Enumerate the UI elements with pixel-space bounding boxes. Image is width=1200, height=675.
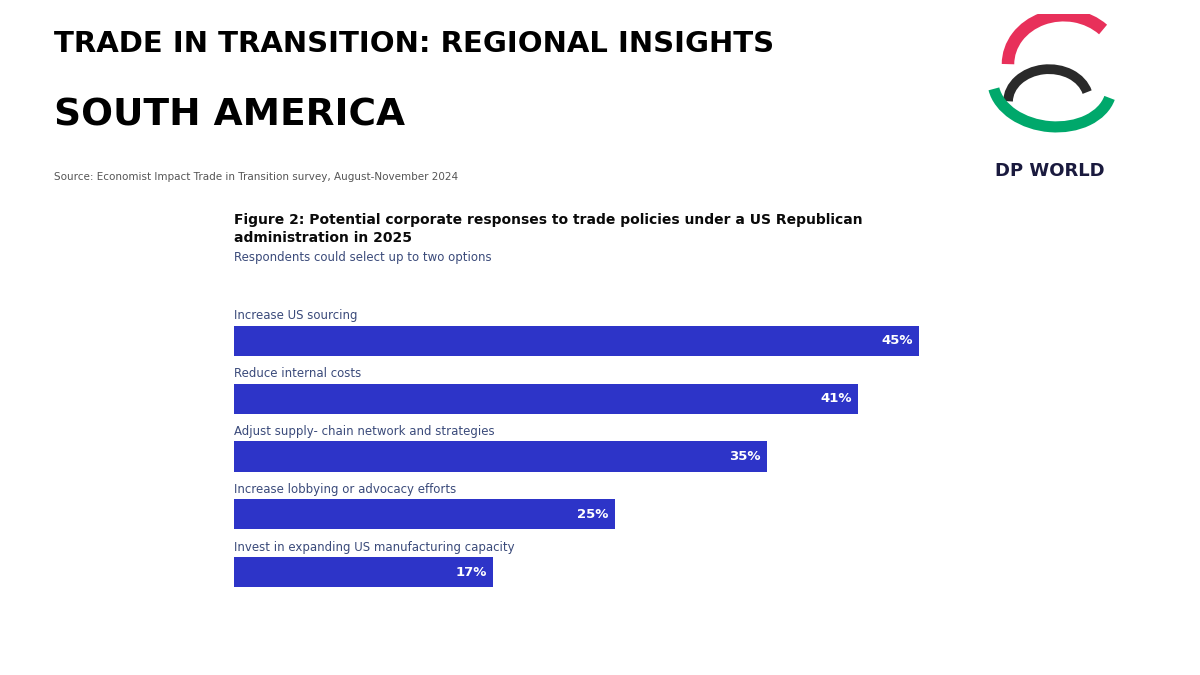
Bar: [234, 500, 614, 529]
Text: TRADE IN TRANSITION: REGIONAL INSIGHTS: TRADE IN TRANSITION: REGIONAL INSIGHTS: [54, 30, 774, 58]
Text: Invest in expanding US manufacturing capacity: Invest in expanding US manufacturing cap…: [234, 541, 515, 554]
Text: Respondents could select up to two options: Respondents could select up to two optio…: [234, 251, 492, 264]
Text: Source: Economist Impact Trade in Transition survey, August-November 2024: Source: Economist Impact Trade in Transi…: [54, 172, 458, 182]
Text: administration in 2025: administration in 2025: [234, 231, 412, 245]
Text: 45%: 45%: [882, 334, 913, 347]
Bar: [234, 558, 493, 587]
Bar: [234, 383, 858, 414]
Text: 35%: 35%: [730, 450, 761, 463]
Bar: [234, 441, 767, 472]
Text: 17%: 17%: [456, 566, 487, 578]
Text: Adjust supply- chain network and strategies: Adjust supply- chain network and strateg…: [234, 425, 494, 438]
Text: Reduce internal costs: Reduce internal costs: [234, 367, 361, 380]
Text: SOUTH AMERICA: SOUTH AMERICA: [54, 98, 406, 134]
Text: 41%: 41%: [821, 392, 852, 405]
Text: Increase lobbying or advocacy efforts: Increase lobbying or advocacy efforts: [234, 483, 456, 496]
Bar: [234, 325, 919, 356]
Text: Increase US sourcing: Increase US sourcing: [234, 309, 358, 322]
Text: Figure 2: Potential corporate responses to trade policies under a US Republican: Figure 2: Potential corporate responses …: [234, 213, 863, 227]
Text: 25%: 25%: [577, 508, 608, 521]
Text: DP WORLD: DP WORLD: [995, 162, 1105, 180]
